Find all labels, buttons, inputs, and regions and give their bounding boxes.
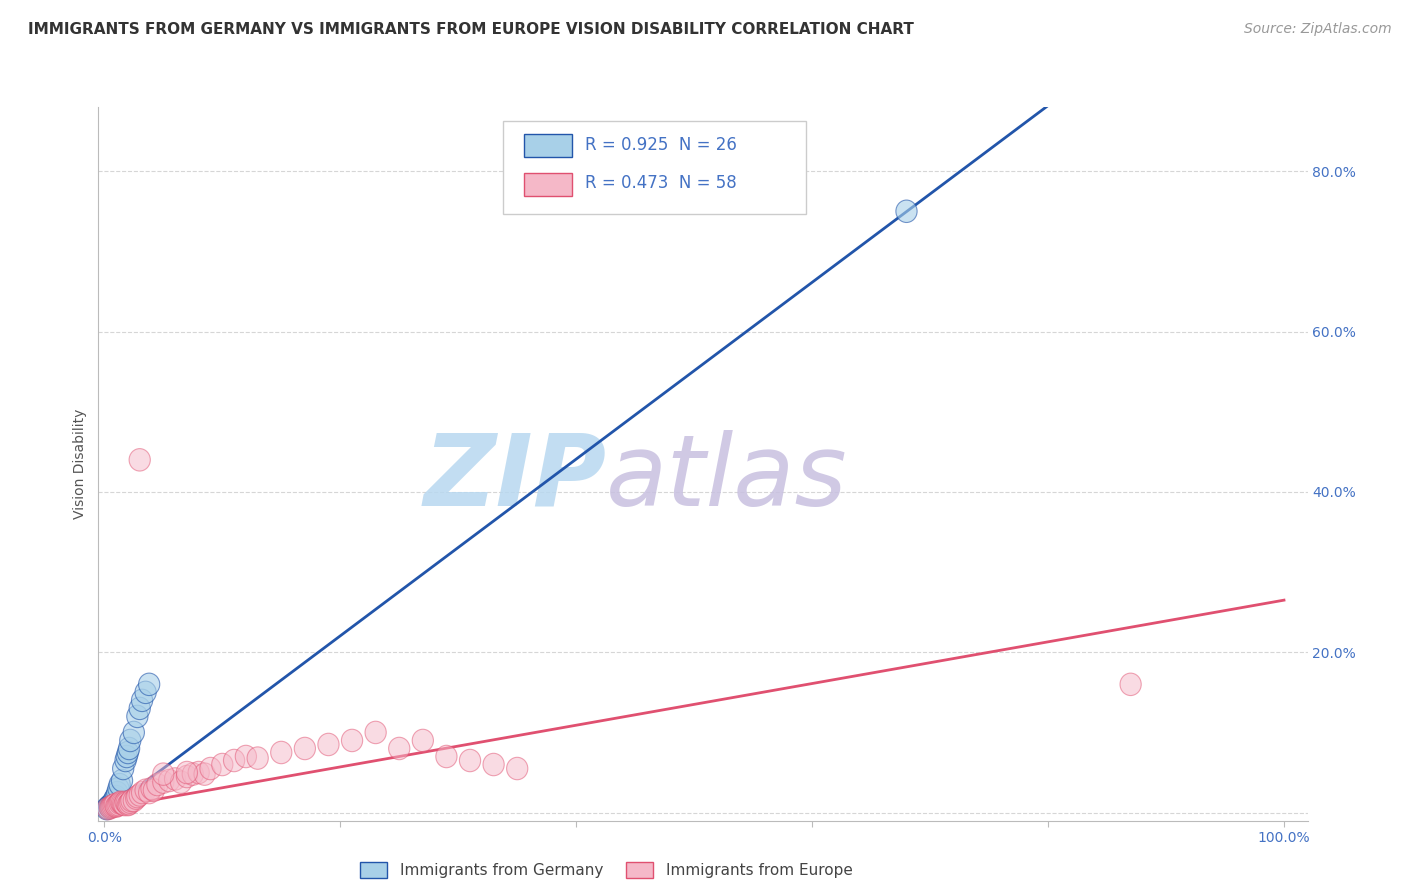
Text: R = 0.473  N = 58: R = 0.473 N = 58 [585, 175, 737, 193]
FancyBboxPatch shape [524, 173, 572, 196]
Y-axis label: Vision Disability: Vision Disability [73, 409, 87, 519]
Text: Source: ZipAtlas.com: Source: ZipAtlas.com [1244, 22, 1392, 37]
Text: atlas: atlas [606, 430, 848, 526]
Text: IMMIGRANTS FROM GERMANY VS IMMIGRANTS FROM EUROPE VISION DISABILITY CORRELATION : IMMIGRANTS FROM GERMANY VS IMMIGRANTS FR… [28, 22, 914, 37]
FancyBboxPatch shape [503, 121, 806, 214]
Text: ZIP: ZIP [423, 430, 606, 526]
Text: R = 0.925  N = 26: R = 0.925 N = 26 [585, 136, 737, 153]
Legend: Immigrants from Germany, Immigrants from Europe: Immigrants from Germany, Immigrants from… [354, 856, 859, 884]
FancyBboxPatch shape [524, 134, 572, 157]
